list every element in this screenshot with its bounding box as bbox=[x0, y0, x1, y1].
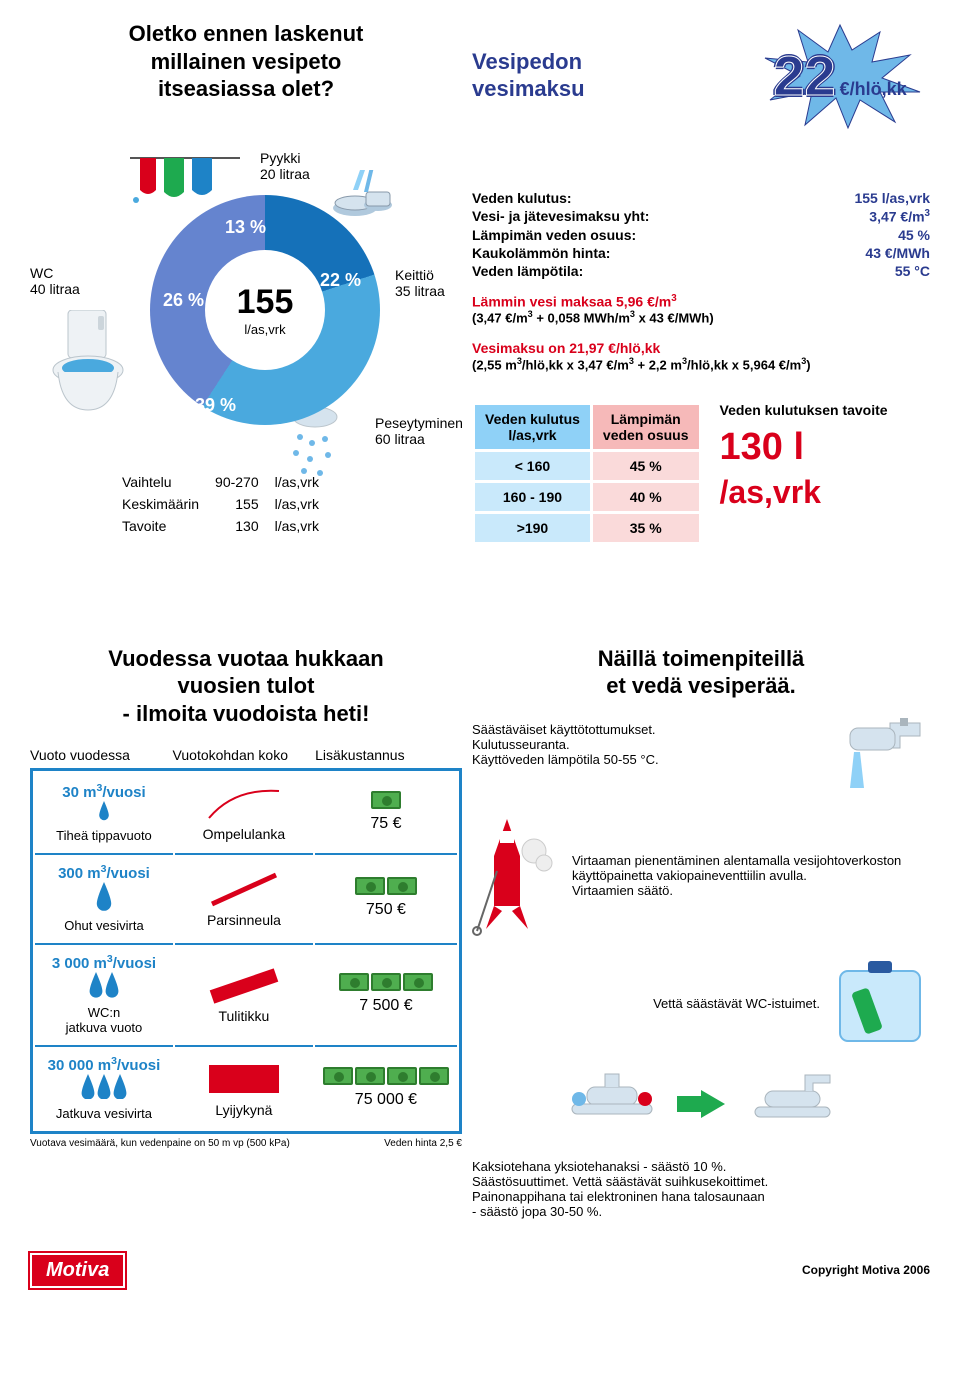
calc-row: Kaukolämmön hinta:43 €/MWh bbox=[472, 245, 930, 261]
motiva-logo: Motiva bbox=[30, 1253, 125, 1288]
warm-water-paren: (3,47 €/m3 + 0,058 MWh/m3 x 43 €/MWh) bbox=[472, 309, 930, 325]
leak-h1: Vuoto vuodessa bbox=[30, 747, 173, 763]
donut-center-unit: l/as,vrk bbox=[244, 322, 285, 337]
target-value-1: 130 l bbox=[720, 428, 888, 466]
donut-segment-label: Pyykki20 litraa bbox=[260, 150, 310, 182]
wc-tank-icon bbox=[830, 959, 930, 1049]
calc-row: Veden lämpötila:55 °C bbox=[472, 263, 930, 279]
fee-paren: (2,55 m3/hlö,kk x 3,47 €/m3 + 2,2 m3/hlö… bbox=[472, 356, 930, 372]
leak-foot-right: Veden hinta 2,5 € bbox=[384, 1138, 462, 1149]
tips-p1: Säästäväiset käyttötottumukset.Kulutusse… bbox=[472, 722, 830, 767]
price-unit: €/hlö,kk bbox=[840, 79, 907, 100]
price-burst: 22 €/hlö,kk bbox=[750, 20, 930, 130]
tier-row: >19035 % bbox=[475, 514, 699, 542]
fee-line: Vesimaksu on 21,97 €/hlö,kk bbox=[472, 340, 930, 356]
tier-row: < 16045 % bbox=[475, 452, 699, 480]
target-block: Veden kulutuksen tavoite 130 l /as,vrk bbox=[720, 402, 888, 508]
donut-center-value: 155 bbox=[237, 283, 294, 322]
donut-segment-pct: 22 % bbox=[320, 270, 361, 291]
calc-row: Lämpimän veden osuus:45 % bbox=[472, 227, 930, 243]
warm-water-line: Lämmin vesi maksaa 5,96 €/m3 bbox=[472, 293, 930, 310]
donut-segment-label: WC40 litraa bbox=[30, 265, 80, 297]
donut-segment-label: Keittiö35 litraa bbox=[395, 267, 445, 299]
page: Oletko ennen laskenutmillainen vesipetoi… bbox=[0, 0, 960, 1298]
tips-title: Näillä toimenpiteilläet vedä vesiperää. bbox=[472, 645, 930, 700]
leak-row: 30 000 m3/vuosiJatkuva vesivirtaLyijykyn… bbox=[35, 1045, 457, 1130]
donut-center: 155 l/as,vrk bbox=[205, 250, 325, 370]
middle-row: 155 l/as,vrk Pyykki20 litraa 13 % Keittiö3… bbox=[30, 130, 930, 545]
dishes-icon bbox=[330, 170, 400, 220]
price-number: 22 bbox=[773, 43, 835, 108]
right-title: Vesipedonvesimaksu bbox=[472, 48, 585, 103]
tier-row: 160 - 19040 % bbox=[475, 483, 699, 511]
rocket-icon bbox=[472, 811, 562, 941]
calc-row: Vesi- ja jätevesimaksu yht:3,47 €/m3 bbox=[472, 208, 930, 225]
two-handle-faucet-icon bbox=[557, 1069, 667, 1139]
left-title: Oletko ennen laskenutmillainen vesipetoi… bbox=[30, 20, 462, 103]
leak-title: Vuodessa vuotaa hukkaanvuosien tulot- il… bbox=[30, 645, 462, 728]
faucet-icon bbox=[840, 718, 930, 793]
calc-row: Veden kulutus:155 l/as,vrk bbox=[472, 190, 930, 206]
tier-h1: Veden kulutusl/as,vrk bbox=[475, 405, 590, 449]
leak-foot-left: Vuotava vesimäärä, kun vedenpaine on 50 … bbox=[30, 1138, 290, 1149]
donut-segment-pct: 26 % bbox=[163, 290, 204, 311]
faucet-compare bbox=[472, 1069, 930, 1139]
donut-segment-pct: 13 % bbox=[225, 217, 266, 238]
target-title: Veden kulutuksen tavoite bbox=[720, 402, 888, 418]
stats-row: Keskimäärin155l/as,vrk bbox=[122, 494, 333, 514]
tips-p2: Virtaaman pienentäminen alentamalla vesi… bbox=[572, 853, 930, 898]
donut-chart: 155 l/as,vrk Pyykki20 litraa13 %Keittiö3… bbox=[30, 155, 462, 460]
tips-p4: Kaksiotehana yksiotehanaksi - säästö 10 … bbox=[472, 1159, 930, 1219]
stats-row: Tavoite130l/as,vrk bbox=[122, 516, 333, 536]
tips-p3: Vettä säästävät WC-istuimet. bbox=[653, 996, 820, 1011]
donut-segment-pct: 39 % bbox=[195, 395, 236, 416]
tier-table: Veden kulutusl/as,vrk Lämpimänveden osuu… bbox=[472, 402, 702, 545]
leak-table: 30 m3/vuosiTiheä tippavuotoOmpelulanka75… bbox=[30, 768, 462, 1134]
tier-block: Veden kulutusl/as,vrk Lämpimänveden osuu… bbox=[472, 402, 930, 545]
leak-h2: Vuotokohdan koko bbox=[173, 747, 316, 763]
leak-row: 3 000 m3/vuosiWC:njatkuva vuotoTulitikku… bbox=[35, 943, 457, 1043]
leak-row: 300 m3/vuosiOhut vesivirtaParsinneula750… bbox=[35, 853, 457, 941]
copyright: Copyright Motiva 2006 bbox=[802, 1263, 930, 1277]
leak-h3: Lisäkustannus bbox=[315, 747, 462, 763]
top-row: Oletko ennen laskenutmillainen vesipetoi… bbox=[30, 20, 930, 130]
arrow-icon bbox=[677, 1090, 725, 1118]
footer: Motiva Copyright Motiva 2006 bbox=[30, 1253, 930, 1288]
target-value-2: /as,vrk bbox=[720, 476, 888, 508]
toilet-icon bbox=[50, 310, 135, 420]
calc-block: Veden kulutus:155 l/as,vrk Vesi- ja jätev… bbox=[472, 190, 930, 372]
single-handle-faucet-icon bbox=[735, 1069, 845, 1139]
donut-segment-label: Peseytyminen60 litraa bbox=[375, 415, 463, 447]
tier-h2: Lämpimänveden osuus bbox=[593, 405, 699, 449]
tips-block: Näillä toimenpiteilläet vedä vesiperää. … bbox=[462, 645, 930, 1223]
leak-row: 30 m3/vuosiTiheä tippavuotoOmpelulanka75… bbox=[35, 773, 457, 851]
laundry-icon bbox=[130, 150, 240, 205]
leak-headers: Vuoto vuodessa Vuotokohdan koko Lisäkust… bbox=[30, 747, 462, 763]
bottom-row: Vuodessa vuotaa hukkaanvuosien tulot- il… bbox=[30, 645, 930, 1223]
